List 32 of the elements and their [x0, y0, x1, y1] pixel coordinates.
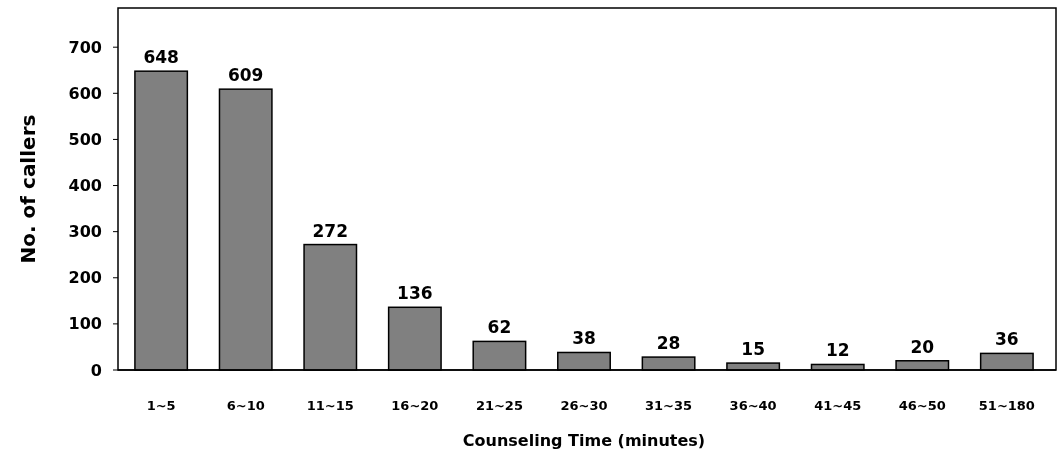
data-label: 28 — [656, 333, 681, 354]
y-tick-label: 300 — [68, 222, 102, 242]
data-label: 38 — [572, 328, 596, 349]
x-tick-label: 51~180 — [978, 398, 1035, 413]
x-tick-label: 36~40 — [729, 398, 777, 413]
data-label: 272 — [312, 220, 349, 241]
x-tick-label: 11~15 — [306, 398, 354, 413]
x-tick-label: 41~45 — [814, 398, 862, 413]
data-label: 648 — [143, 47, 179, 68]
y-tick-label: 100 — [68, 314, 102, 334]
x-tick-label: 16~20 — [391, 398, 439, 413]
data-label: 136 — [397, 283, 433, 304]
data-label: 36 — [995, 329, 1019, 350]
y-tick-label: 0 — [90, 360, 102, 380]
x-tick-label: 1~5 — [146, 398, 176, 413]
y-tick-label: 500 — [68, 130, 102, 150]
y-tick-label: 400 — [68, 176, 102, 196]
data-label: 62 — [487, 317, 512, 338]
x-tick-label: 31~35 — [645, 398, 693, 413]
x-tick-label: 6~10 — [226, 398, 265, 413]
data-label: 12 — [825, 340, 850, 361]
y-tick-label: 200 — [68, 268, 102, 288]
x-tick-label: 26~30 — [560, 398, 608, 413]
data-label: 609 — [227, 65, 264, 86]
data-label: 15 — [741, 339, 765, 360]
x-tick-label: 21~25 — [475, 398, 523, 413]
y-tick-label: 700 — [68, 37, 102, 57]
data-label: 20 — [910, 336, 935, 357]
x-tick-label: 46~50 — [898, 398, 946, 413]
y-tick-label: 600 — [68, 83, 102, 103]
x-axis-title: Counseling Time (minutes) — [462, 431, 706, 450]
y-axis-title: No. of callers — [16, 114, 40, 264]
